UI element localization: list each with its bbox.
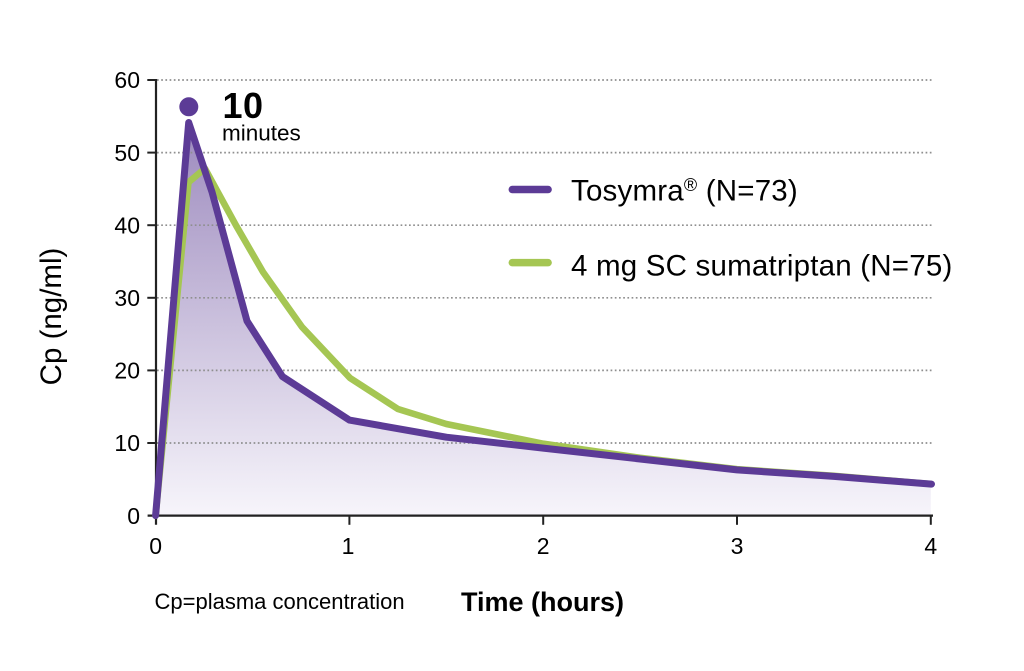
svg-text:0: 0 [127,503,140,529]
svg-text:0: 0 [149,533,162,559]
svg-text:2: 2 [537,533,550,559]
svg-text:30: 30 [114,285,140,311]
svg-text:3: 3 [731,533,744,559]
svg-text:4: 4 [924,533,937,559]
svg-text:1: 1 [342,533,355,559]
svg-text:10: 10 [223,85,264,126]
svg-text:20: 20 [114,358,140,384]
svg-text:Time (hours): Time (hours) [461,587,624,617]
svg-text:Cp (ng/ml): Cp (ng/ml) [35,248,68,386]
svg-text:4 mg SC sumatriptan (N=75): 4 mg SC sumatriptan (N=75) [571,250,952,283]
svg-text:60: 60 [114,67,140,93]
svg-text:40: 40 [114,212,140,238]
svg-text:50: 50 [114,140,140,166]
svg-text:Cp=plasma concentration: Cp=plasma concentration [155,589,405,614]
svg-text:10: 10 [114,430,140,456]
svg-text:Tosymra® (N=73): Tosymra® (N=73) [571,174,798,207]
svg-text:minutes: minutes [222,120,301,145]
